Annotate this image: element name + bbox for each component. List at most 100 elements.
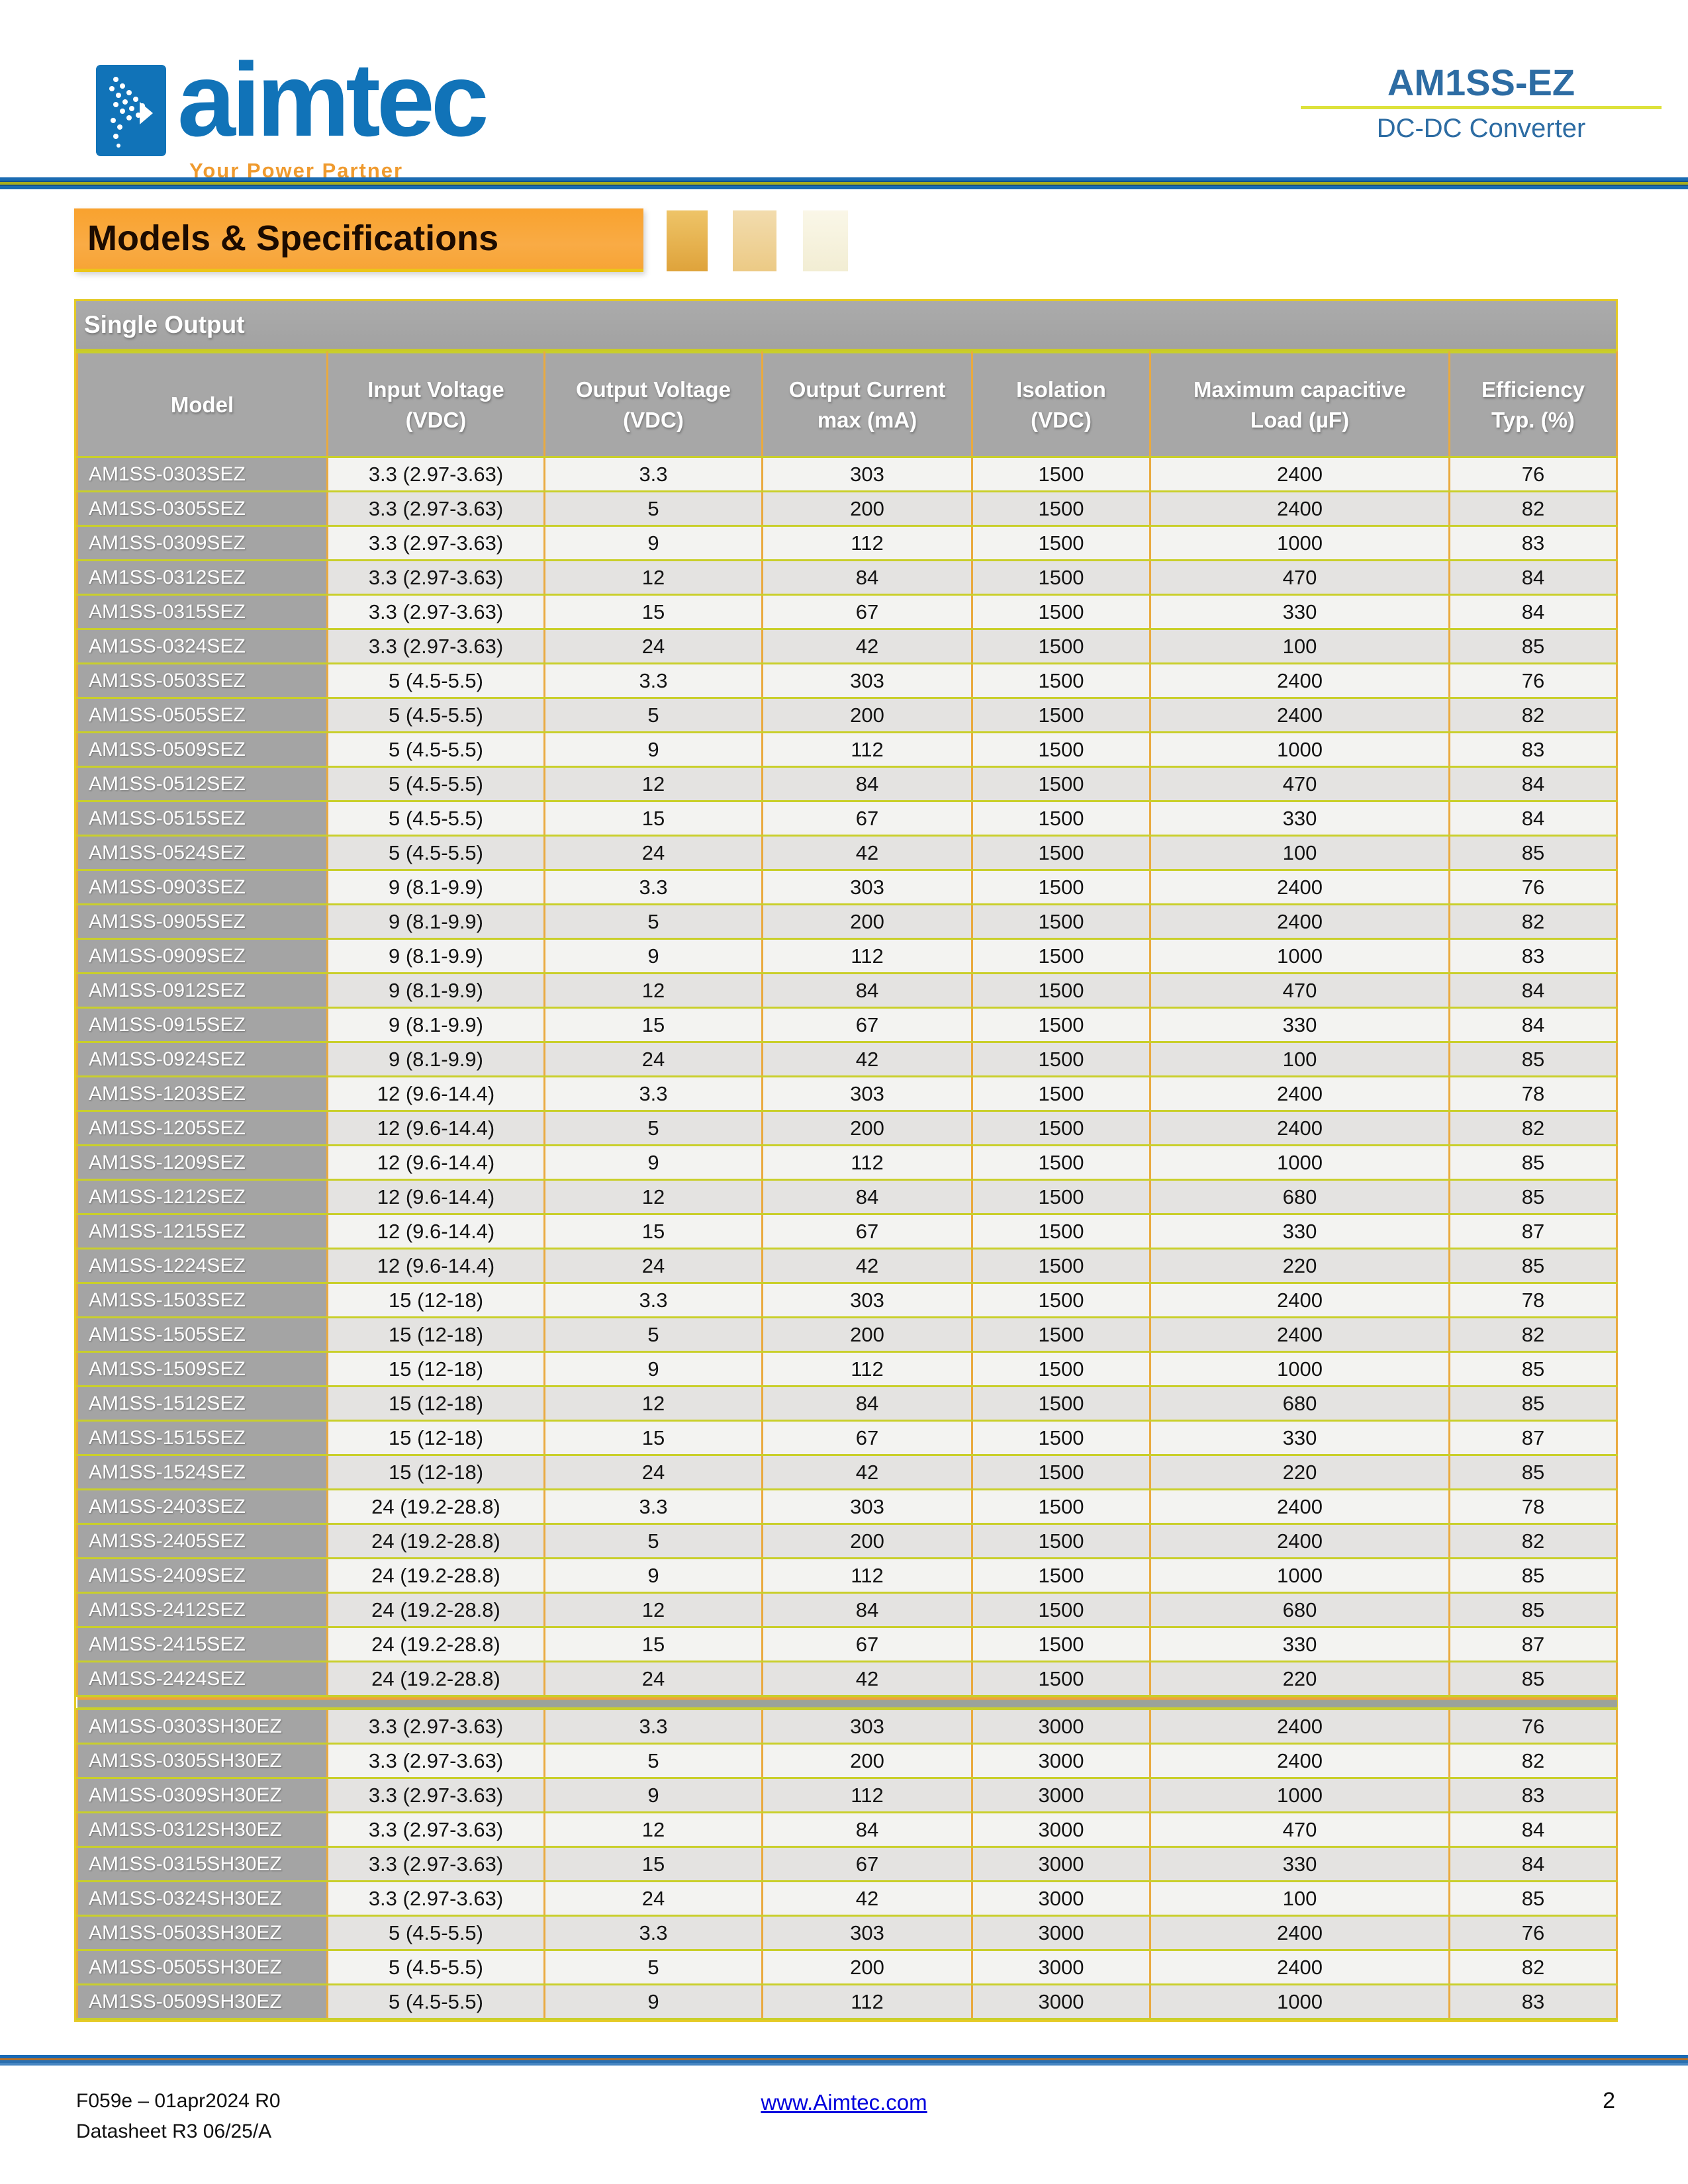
value-cell: 680 (1149, 1592, 1450, 1628)
value-cell: 303 (761, 662, 973, 699)
value-cell: 2400 (1149, 1949, 1450, 1985)
value-cell: 1500 (971, 697, 1151, 733)
value-cell: 76 (1448, 1708, 1618, 1745)
value-cell: 470 (1149, 766, 1450, 802)
value-cell: 85 (1448, 1880, 1618, 1917)
value-cell: 24 (19.2-28.8) (326, 1523, 545, 1559)
value-cell: 2400 (1149, 1075, 1450, 1112)
value-cell: 82 (1448, 1523, 1618, 1559)
model-cell: AM1SS-0512SEZ (76, 766, 328, 802)
value-cell: 24 (543, 1248, 763, 1284)
section-separator (77, 1695, 1617, 1710)
value-cell: 2400 (1149, 1316, 1450, 1353)
value-cell: 76 (1448, 662, 1618, 699)
value-cell: 84 (1448, 766, 1618, 802)
value-cell: 5 (4.5-5.5) (326, 1949, 545, 1985)
value-cell: 67 (761, 800, 973, 837)
value-cell: 67 (761, 1626, 973, 1662)
value-cell: 15 (543, 800, 763, 837)
value-cell: 3.3 (543, 1488, 763, 1525)
value-cell: 470 (1149, 559, 1450, 596)
value-cell: 24 (19.2-28.8) (326, 1592, 545, 1628)
value-cell: 82 (1448, 903, 1618, 940)
value-cell: 82 (1448, 1949, 1618, 1985)
value-cell: 85 (1448, 1385, 1618, 1422)
table-row: AM1SS-0909SEZ 9 (8.1-9.9) 9 112 1500 1000 83 (76, 938, 1618, 974)
value-cell: 78 (1448, 1282, 1618, 1318)
value-cell: 303 (761, 1915, 973, 1951)
model-cell: AM1SS-0505SH30EZ (76, 1949, 328, 1985)
value-cell: 303 (761, 869, 973, 905)
value-cell: 1500 (971, 594, 1151, 630)
value-cell: 85 (1448, 1179, 1618, 1215)
value-cell: 3000 (971, 1880, 1151, 1917)
value-cell: 2400 (1149, 1488, 1450, 1525)
deco-square-2 (733, 210, 776, 271)
value-cell: 5 (543, 490, 763, 527)
value-cell: 1500 (971, 1523, 1151, 1559)
value-cell: 100 (1149, 628, 1450, 664)
value-cell: 3.3 (2.97-3.63) (326, 490, 545, 527)
value-cell: 12 (543, 1592, 763, 1628)
model-cell: AM1SS-0309SEZ (76, 525, 328, 561)
model-cell: AM1SS-1512SEZ (76, 1385, 328, 1422)
value-cell: 24 (543, 835, 763, 871)
table-row: AM1SS-1205SEZ 12 (9.6-14.4) 5 200 1500 2400 82 (76, 1110, 1618, 1146)
column-label: Output Voltage (575, 377, 731, 402)
value-cell: 85 (1448, 1041, 1618, 1077)
value-cell: 3.3 (2.97-3.63) (326, 1811, 545, 1848)
table-row: AM1SS-2424SEZ 24 (19.2-28.8) 24 42 1500 220 85 (76, 1661, 1618, 1697)
value-cell: 3.3 (543, 456, 763, 492)
value-cell: 3000 (971, 1949, 1151, 1985)
value-cell: 76 (1448, 456, 1618, 492)
value-cell: 470 (1149, 1811, 1450, 1848)
value-cell: 3000 (971, 1708, 1151, 1745)
table-row: AM1SS-0509SEZ 5 (4.5-5.5) 9 112 1500 1000 83 (76, 731, 1618, 768)
value-cell: 42 (761, 1041, 973, 1077)
value-cell: 1500 (971, 1454, 1151, 1490)
value-cell: 24 (19.2-28.8) (326, 1488, 545, 1525)
value-cell: 1500 (971, 1351, 1151, 1387)
model-cell: AM1SS-1505SEZ (76, 1316, 328, 1353)
model-cell: AM1SS-0505SEZ (76, 697, 328, 733)
value-cell: 330 (1149, 1007, 1450, 1043)
value-cell: 12 (9.6-14.4) (326, 1075, 545, 1112)
value-cell: 83 (1448, 1777, 1618, 1813)
value-cell: 78 (1448, 1488, 1618, 1525)
model-cell: AM1SS-0324SEZ (76, 628, 328, 664)
value-cell: 1000 (1149, 1144, 1450, 1181)
website-link[interactable]: www.Aimtec.com (761, 2090, 927, 2115)
value-cell: 3000 (971, 1811, 1151, 1848)
value-cell: 87 (1448, 1213, 1618, 1250)
value-cell: 1500 (971, 1626, 1151, 1662)
model-cell: AM1SS-0303SEZ (76, 456, 328, 492)
value-cell: 3.3 (2.97-3.63) (326, 594, 545, 630)
value-cell: 85 (1448, 1248, 1618, 1284)
value-cell: 9 (8.1-9.9) (326, 1007, 545, 1043)
value-cell: 1500 (971, 1110, 1151, 1146)
value-cell: 5 (543, 1523, 763, 1559)
model-cell: AM1SS-0905SEZ (76, 903, 328, 940)
product-title-underline (1301, 106, 1662, 109)
value-cell: 83 (1448, 938, 1618, 974)
value-cell: 83 (1448, 731, 1618, 768)
value-cell: 3.3 (2.97-3.63) (326, 456, 545, 492)
value-cell: 15 (543, 594, 763, 630)
value-cell: 1500 (971, 456, 1151, 492)
value-cell: 200 (761, 1949, 973, 1985)
value-cell: 84 (761, 766, 973, 802)
column-header-output-voltage: Output Voltage (VDC) (543, 351, 763, 458)
table-row: AM1SS-0524SEZ 5 (4.5-5.5) 24 42 1500 100 85 (76, 835, 1618, 871)
model-cell: AM1SS-0315SEZ (76, 594, 328, 630)
website-link-wrap: www.Aimtec.com (0, 2090, 1688, 2115)
value-cell: 85 (1448, 628, 1618, 664)
model-cell: AM1SS-0915SEZ (76, 1007, 328, 1043)
models-spec-table: Model Input Voltage (VDC) Output Voltage (VD… (76, 351, 1618, 2020)
value-cell: 85 (1448, 1592, 1618, 1628)
value-cell: 112 (761, 1351, 973, 1387)
table-row: AM1SS-0503SEZ 5 (4.5-5.5) 3.3 303 1500 2400 76 (76, 662, 1618, 699)
value-cell: 3000 (971, 1915, 1151, 1951)
value-cell: 1500 (971, 662, 1151, 699)
table-row: AM1SS-0324SH30EZ 3.3 (2.97-3.63) 24 42 3000 1… (76, 1880, 1618, 1917)
column-header-isolation: Isolation (VDC) (971, 351, 1151, 458)
